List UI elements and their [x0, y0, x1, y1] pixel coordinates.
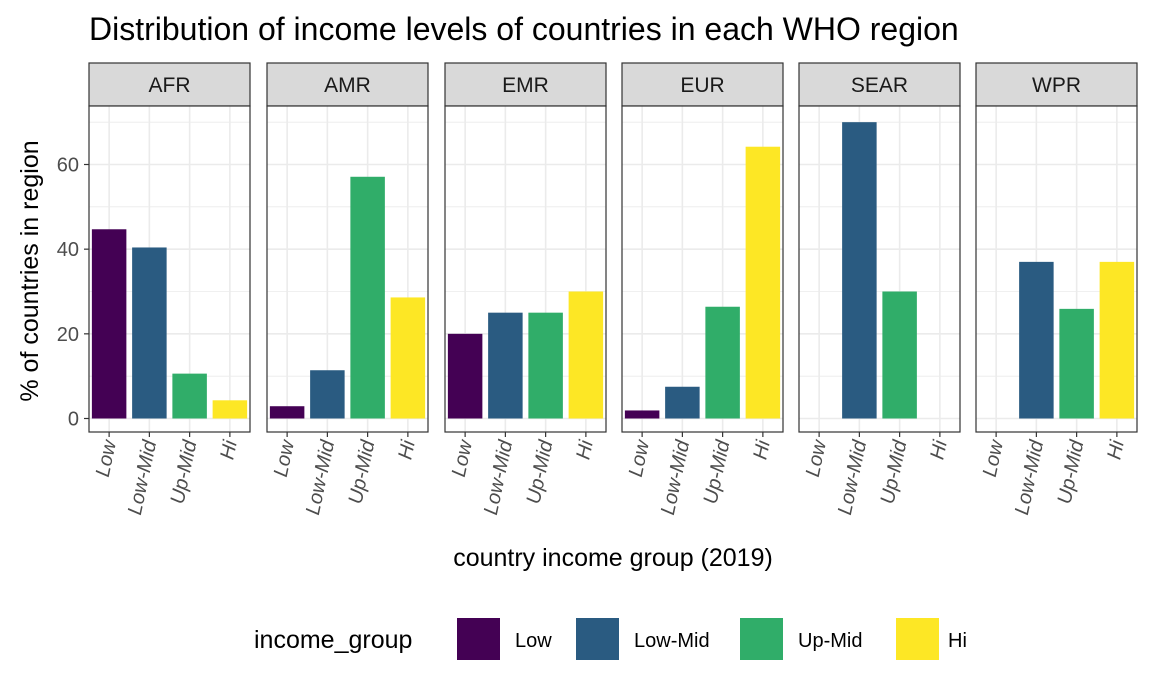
x-tick-label: Up-Mid	[1054, 438, 1089, 506]
legend-key-low-mid	[576, 618, 619, 660]
legend-items: Low Low-Mid Up-Mid Hi	[457, 618, 967, 660]
legend-key-low	[457, 618, 500, 660]
legend-title: income_group	[254, 626, 412, 654]
x-tick-label: Up-Mid	[167, 438, 202, 506]
bar-wpr-up-mid	[1059, 308, 1094, 419]
x-tick-label: Hi	[1103, 438, 1129, 462]
legend-key-up-mid	[740, 618, 783, 660]
facet-strip-label: AMR	[324, 74, 371, 97]
bar-eur-low	[624, 410, 660, 419]
x-tick-label: Up-Mid	[700, 438, 735, 506]
bar-afr-low	[91, 229, 127, 419]
legend-key-hi	[896, 618, 939, 660]
x-tick-label: Low	[270, 437, 299, 479]
legend-label-low-mid: Low-Mid	[634, 630, 710, 652]
chart-title: Distribution of income levels of countri…	[89, 11, 959, 47]
legend-label-low: Low	[515, 630, 552, 652]
panel-border	[444, 105, 607, 433]
x-tick-label: Low	[92, 437, 121, 479]
facet-strip-label: AFR	[149, 74, 191, 97]
bar-emr-low-mid	[488, 312, 523, 419]
x-tick-label: Up-Mid	[523, 438, 558, 506]
facet-strip	[266, 62, 429, 107]
x-tick-label: Low	[979, 437, 1008, 479]
x-tick-label: Low	[802, 437, 831, 479]
bar-eur-hi	[745, 146, 781, 419]
bar-wpr-low-mid	[1019, 261, 1054, 419]
bar-eur-low-mid	[665, 386, 700, 419]
bar-emr-hi	[568, 291, 604, 419]
x-tick-label: Low-Mid	[124, 438, 161, 517]
facet-strip	[444, 62, 607, 107]
y-tick-label: 20	[57, 324, 79, 346]
x-tick-label: Low	[448, 437, 477, 479]
panel-border	[266, 105, 429, 433]
y-tick-label: 0	[68, 409, 79, 431]
facet-strip	[798, 62, 961, 107]
facet-strip-label: EMR	[502, 74, 549, 97]
bar-wpr-hi	[1099, 261, 1135, 419]
facet-strip	[88, 62, 251, 107]
bar-amr-low-mid	[310, 370, 345, 419]
x-tick-label: Low-Mid	[834, 438, 871, 517]
panel-amr: AMR Low Low-Mid Up-Mid Hi	[266, 62, 429, 517]
x-axis-label: country income group (2019)	[453, 544, 773, 572]
bar-emr-up-mid	[528, 312, 563, 419]
panel-afr: AFR Low Low-Mid Up-Mid Hi 0 20 40 60	[57, 62, 251, 517]
x-tick-label: Hi	[394, 438, 420, 462]
bar-sear-up-mid	[882, 291, 917, 419]
panel-background	[799, 106, 960, 432]
legend: income_group Low Low-Mid Up-Mid Hi	[254, 618, 967, 660]
x-tick-label: Up-Mid	[345, 438, 380, 506]
x-tick-label: Low-Mid	[1011, 438, 1048, 517]
x-tick-label: Hi	[216, 438, 242, 462]
x-tick-label: Hi	[926, 438, 952, 462]
bar-amr-low	[269, 406, 305, 419]
x-tick-label: Hi	[749, 438, 775, 462]
x-tick-label: Low-Mid	[480, 438, 517, 517]
bar-eur-up-mid	[705, 306, 740, 419]
y-axis-label: % of countries in region	[16, 140, 44, 401]
panel-emr: EMR Low Low-Mid Up-Mid Hi	[444, 62, 607, 517]
x-tick-label: Low-Mid	[302, 438, 339, 517]
facet-strip	[621, 62, 784, 107]
facet-strip-label: EUR	[680, 74, 724, 97]
facet-strip-label: SEAR	[851, 74, 908, 97]
bar-afr-low-mid	[132, 247, 167, 419]
panel-border	[88, 105, 251, 433]
panel-border	[621, 105, 784, 433]
panel-border	[798, 105, 961, 433]
bar-amr-up-mid	[350, 176, 385, 419]
y-tick-label: 40	[57, 239, 79, 261]
panel-wpr: WPR Low Low-Mid Up-Mid Hi	[975, 62, 1138, 517]
legend-label-hi: Hi	[948, 630, 967, 652]
x-tick-label: Up-Mid	[877, 438, 912, 506]
bar-sear-low-mid	[842, 122, 877, 419]
panel-sear: SEAR Low Low-Mid Up-Mid Hi	[798, 62, 961, 517]
x-tick-label: Low	[625, 437, 654, 479]
bar-emr-low	[447, 333, 483, 419]
panel-eur: EUR Low Low-Mid Up-Mid Hi	[621, 62, 784, 517]
bar-amr-hi	[390, 297, 426, 419]
panel-border	[975, 105, 1138, 433]
y-tick-label: 60	[57, 155, 79, 177]
bar-afr-hi	[212, 400, 248, 419]
facet-strip-label: WPR	[1032, 74, 1081, 97]
bar-afr-up-mid	[172, 373, 207, 419]
facet-strip	[975, 62, 1138, 107]
x-tick-label: Low-Mid	[657, 438, 694, 517]
x-tick-label: Hi	[572, 438, 598, 462]
legend-label-up-mid: Up-Mid	[798, 630, 862, 652]
